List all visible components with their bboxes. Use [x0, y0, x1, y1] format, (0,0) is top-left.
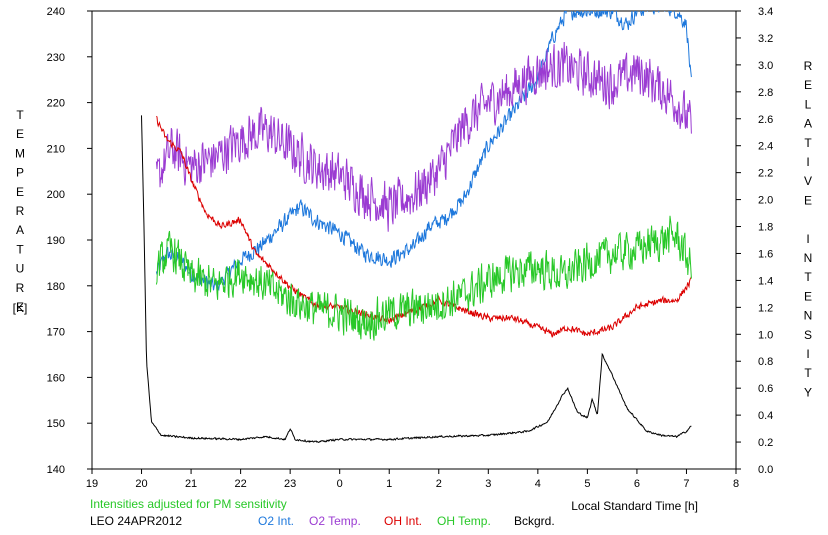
x-axis: 19 20 21 22 23 0 1 2 3 4 5 6 7 8 [86, 469, 739, 490]
y-right-title-letter: I [806, 232, 809, 246]
legend: O2 Int. O2 Temp. OH Int. OH Temp. Bckgrd. [258, 514, 555, 528]
y-left-title-letter: E [16, 300, 24, 314]
y-right-title-letter: T [804, 136, 812, 150]
y-left-title-letter: M [15, 146, 25, 160]
y-right-tick-label: 3.0 [758, 60, 773, 72]
y-right-tick-label: 2.2 [758, 168, 773, 180]
y-right-title-letter: T [804, 366, 812, 380]
source-label: LEO 24APR2012 [90, 514, 182, 528]
y-left-tick-label: 160 [47, 372, 65, 384]
y-right-title-letter: L [805, 97, 812, 111]
series-line [155, 41, 692, 232]
x-tick-label: 3 [485, 478, 491, 490]
x-tick-label: 19 [86, 478, 98, 490]
y-axis-right: 0.0 0.2 0.4 0.6 0.8 1.0 1.2 1.4 1.6 1.8 2.0 2.2 2.4 2… [736, 6, 773, 476]
y-right-title-letter: N [804, 309, 813, 323]
x-axis-title: Local Standard Time [h] [571, 499, 698, 513]
y-left-title-letter: R [16, 204, 25, 218]
y-right-title-letter: E [804, 78, 812, 92]
y-axis-left-unit: [K] [13, 301, 28, 315]
x-tick-label: 4 [535, 478, 541, 490]
series-line [141, 115, 692, 444]
pm-sensitivity-note: Intensities adjusted for PM sensitivity [90, 497, 287, 511]
y-right-tick-label: 1.4 [758, 275, 773, 287]
y-right-tick-label: 1.6 [758, 248, 773, 260]
y-right-tick-label: 2.6 [758, 114, 773, 126]
x-tick-label: 8 [733, 478, 739, 490]
y-left-tick-label: 200 [47, 189, 65, 201]
y-left-title-letter: E [16, 127, 24, 141]
y-right-title-letter: E [804, 289, 812, 303]
y-left-title-letter: R [16, 281, 25, 295]
y-right-title-letter: A [804, 117, 812, 131]
y-right-tick-label: 0.8 [758, 356, 773, 368]
y-right-tick-label: 3.4 [758, 6, 773, 18]
y-left-title-letter: U [16, 262, 25, 276]
y-right-tick-label: 2.0 [758, 195, 773, 207]
y-left-tick-label: 140 [47, 464, 65, 476]
x-tick-label: 6 [634, 478, 640, 490]
y-left-tick-label: 180 [47, 281, 65, 293]
y-left-title-letter: A [16, 223, 24, 237]
y-right-tick-label: 2.4 [758, 141, 773, 153]
x-tick-label: 23 [284, 478, 296, 490]
y-right-tick-label: 0.4 [758, 410, 773, 422]
y-left-tick-label: 150 [47, 418, 65, 430]
legend-entry: OH Temp. [437, 514, 491, 528]
y-right-tick-label: 0.0 [758, 464, 773, 476]
y-left-title-letter: T [16, 108, 24, 122]
y-right-title-letter: R [804, 59, 813, 73]
y-right-tick-label: 3.2 [758, 33, 773, 45]
y-right-tick-label: 1.2 [758, 302, 773, 314]
y-right-title-letter: I [806, 155, 809, 169]
series-line [155, 215, 692, 341]
x-tick-label: 1 [386, 478, 392, 490]
y-right-title-letter: V [804, 174, 812, 188]
y-right-title-letter: T [804, 270, 812, 284]
y-right-tick-label: 1.8 [758, 222, 773, 234]
x-tick-label: 2 [436, 478, 442, 490]
y-right-title-letter: E [804, 193, 812, 207]
y-left-tick-label: 220 [47, 98, 65, 110]
x-tick-label: 20 [135, 478, 147, 490]
legend-entry: OH Int. [384, 514, 422, 528]
y-right-title-letter: I [806, 347, 809, 361]
y-left-tick-label: 170 [47, 327, 65, 339]
y-left-tick-label: 190 [47, 235, 65, 247]
y-left-tick-label: 230 [47, 52, 65, 64]
x-tick-label: 0 [337, 478, 343, 490]
legend-entry: O2 Temp. [309, 514, 361, 528]
y-right-tick-label: 0.2 [758, 437, 773, 449]
x-tick-label: 7 [683, 478, 689, 490]
y-right-title-letter: Y [804, 385, 812, 399]
y-right-title-letter: N [804, 251, 813, 265]
y-right-tick-label: 2.8 [758, 87, 773, 99]
series-line [155, 11, 692, 292]
y-left-title-letter: T [16, 242, 24, 256]
y-left-tick-label: 210 [47, 143, 65, 155]
y-left-title-letter: P [16, 166, 24, 180]
y-axis-left: 140 150 160 170 180 190 200 210 220 230 240 [47, 6, 92, 476]
x-tick-label: 5 [584, 478, 590, 490]
y-left-title-letter: E [16, 185, 24, 199]
series-group [141, 11, 692, 444]
x-tick-label: 21 [185, 478, 197, 490]
y-left-tick-label: 240 [47, 6, 65, 18]
x-tick-label: 22 [234, 478, 246, 490]
y-right-title-letter: S [804, 328, 812, 342]
y-right-tick-label: 1.0 [758, 329, 773, 341]
y-right-tick-label: 0.6 [758, 383, 773, 395]
legend-entry: Bckgrd. [514, 514, 555, 528]
legend-entry: O2 Int. [258, 514, 294, 528]
